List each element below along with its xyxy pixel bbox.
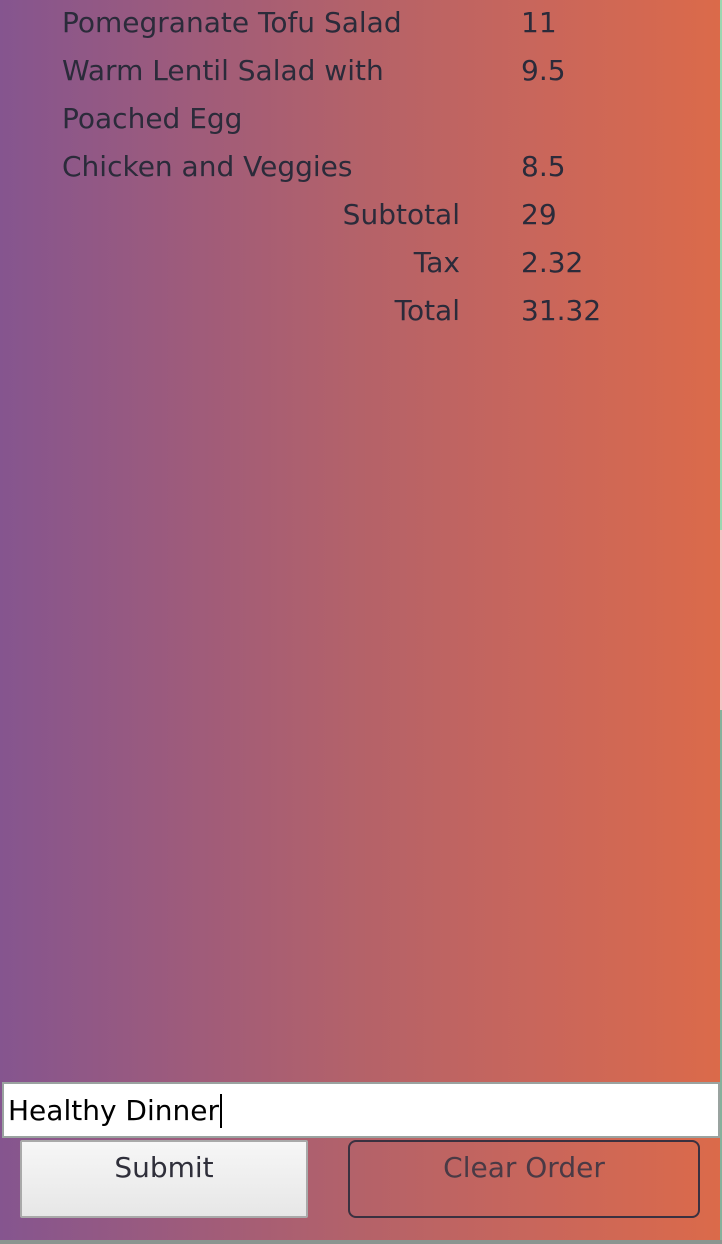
item-name: Chicken and Veggies <box>62 150 353 183</box>
order-row: Chicken and Veggies 8.5 <box>62 143 662 191</box>
order-row: Warm Lentil Salad with Poached Egg 9.5 <box>62 47 662 143</box>
tax-value: 2.32 <box>521 246 584 279</box>
total-value: 31.32 <box>521 294 602 327</box>
total-label: Total <box>394 294 460 327</box>
item-price: 11 <box>521 6 557 39</box>
tax-row: Tax 2.32 <box>62 239 662 287</box>
submit-button[interactable]: Submit <box>20 1140 308 1218</box>
item-name: Warm Lentil Salad with Poached Egg <box>62 54 384 135</box>
window-edge <box>0 1240 722 1244</box>
clear-order-button[interactable]: Clear Order <box>348 1140 700 1218</box>
item-price: 9.5 <box>521 54 566 87</box>
total-row: Total 31.32 <box>62 287 662 335</box>
order-row: Pomegranate Tofu Salad 11 <box>62 0 662 47</box>
subtotal-label: Subtotal <box>342 198 460 231</box>
text-caret <box>220 1094 222 1128</box>
window-edge <box>720 530 722 710</box>
item-name: Pomegranate Tofu Salad <box>62 6 402 39</box>
window-edge <box>720 710 722 1244</box>
order-name-input[interactable] <box>2 1082 720 1138</box>
tax-label: Tax <box>413 246 460 279</box>
subtotal-value: 29 <box>521 198 557 231</box>
window-edge <box>720 0 722 530</box>
order-table: Pomegranate Tofu Salad 11 Warm Lentil Sa… <box>62 0 662 335</box>
subtotal-row: Subtotal 29 <box>62 191 662 239</box>
item-price: 8.5 <box>521 150 566 183</box>
